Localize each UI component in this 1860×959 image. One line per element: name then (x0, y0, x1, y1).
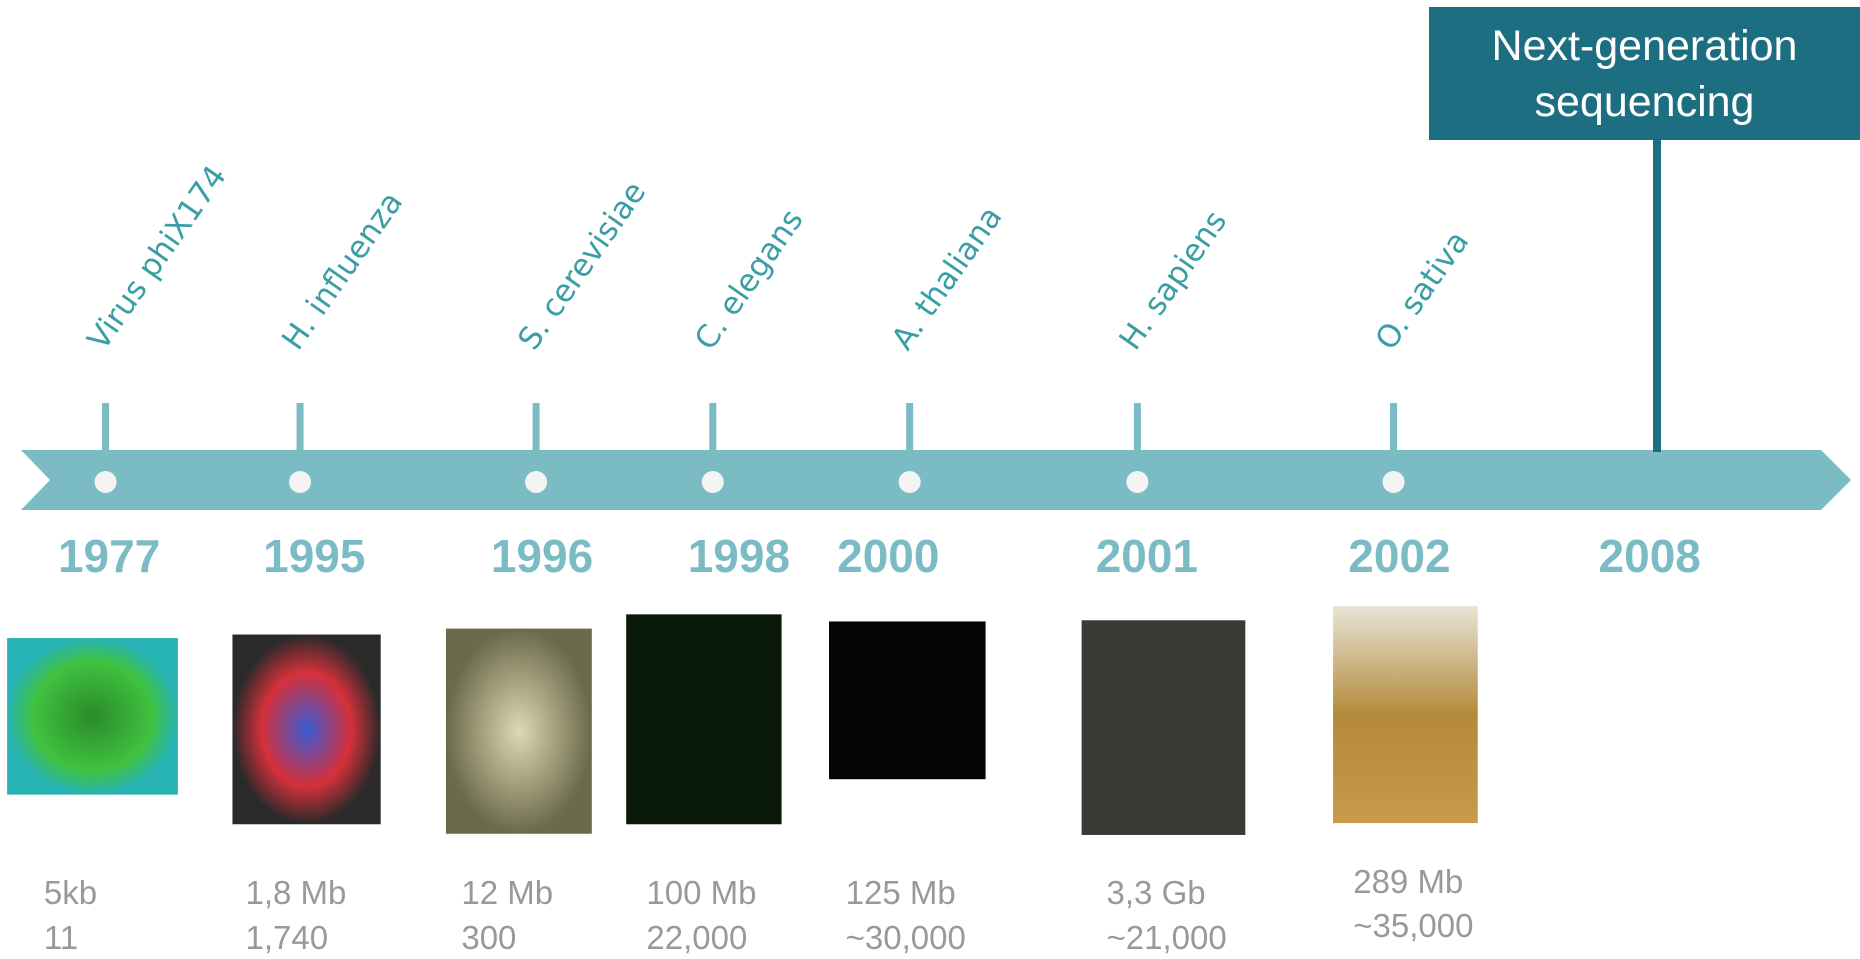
organism-image (445, 628, 592, 834)
genome-size: 3,3 Gb (1107, 874, 1206, 911)
gene-count: ~30,000 (846, 919, 966, 956)
year-label: 2008 (1599, 530, 1701, 582)
gene-count: 22,000 (646, 919, 747, 956)
species-label: A. thaliana (885, 200, 1010, 357)
dot (289, 471, 312, 493)
timeline-arrow (21, 450, 1851, 510)
species-label: C. elegans (688, 203, 811, 357)
organism-image (1333, 606, 1478, 824)
gene-count: ~21,000 (1107, 919, 1227, 956)
year-label: 1995 (263, 530, 365, 582)
year-label: 1996 (491, 530, 593, 582)
gene-count: 1,740 (246, 919, 329, 956)
dot (898, 471, 921, 493)
genome-size: 289 Mb (1353, 863, 1463, 900)
genome-size: 5kb (44, 874, 97, 911)
genome-size: 12 Mb (461, 874, 553, 911)
gene-count: 11 (44, 919, 78, 956)
organism-image (7, 638, 178, 795)
year-label: 2000 (837, 530, 939, 582)
organism-image (232, 634, 381, 825)
species-label: H. sapiens (1112, 204, 1234, 356)
gene-count: 300 (461, 919, 516, 956)
organism-image (1081, 620, 1246, 835)
genome-size: 125 Mb (846, 874, 956, 911)
gene-count: ~35,000 (1353, 907, 1473, 944)
year-label: 1998 (688, 530, 790, 582)
dot (701, 471, 724, 493)
year-label: 1977 (58, 530, 160, 582)
year-label: 2001 (1096, 530, 1198, 582)
dot (525, 471, 548, 493)
organism-image (829, 621, 986, 780)
species-label: Virus phiX174 (81, 159, 234, 356)
dot (94, 471, 117, 493)
dot (1126, 471, 1149, 493)
ngs-box: Next-generation sequencing (1429, 7, 1860, 140)
year-label: 2002 (1348, 530, 1450, 582)
dot (1382, 471, 1405, 493)
species-label: O. sativa (1369, 224, 1477, 356)
species-label: S. cerevisiae (511, 175, 653, 357)
organism-image (626, 614, 782, 825)
genome-size: 1,8 Mb (246, 874, 347, 911)
genome-size: 100 Mb (646, 874, 756, 911)
species-label: H. influenza (275, 185, 410, 356)
